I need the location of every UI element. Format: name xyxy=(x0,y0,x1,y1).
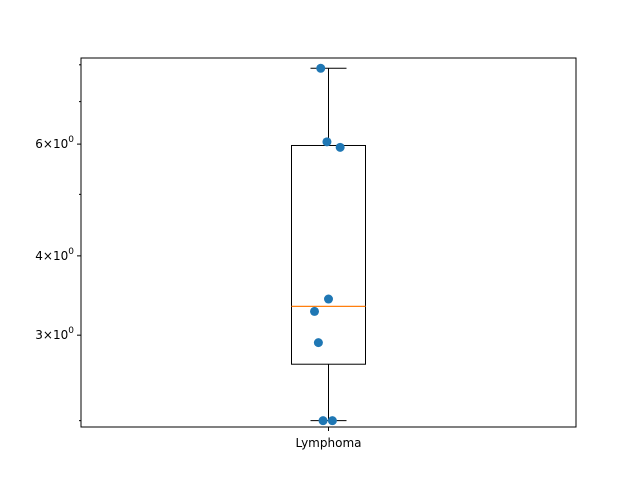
data-point xyxy=(318,416,328,426)
y-tick-label: 4×100 xyxy=(35,247,74,263)
y-tick-label: 6×100 xyxy=(35,135,74,151)
y-tick-ten: 10 xyxy=(53,137,68,151)
data-point xyxy=(310,306,320,316)
y-tick-label: 3×100 xyxy=(35,326,74,342)
y-tick-times: × xyxy=(43,328,53,342)
data-point xyxy=(316,63,326,73)
x-axis: Lymphoma xyxy=(296,427,362,450)
data-point xyxy=(327,416,337,426)
y-tick-base: 4 xyxy=(35,249,43,263)
y-tick-times: × xyxy=(43,249,53,263)
points-group xyxy=(310,63,345,426)
y-tick-base: 6 xyxy=(35,137,43,151)
x-tick-label: Lymphoma xyxy=(296,436,362,450)
y-tick-exponent: 0 xyxy=(68,247,74,257)
data-point xyxy=(335,142,345,152)
plot-frame xyxy=(80,57,577,428)
data-point xyxy=(324,294,333,304)
data-point xyxy=(322,137,332,147)
y-tick-ten: 10 xyxy=(53,249,68,263)
y-tick-exponent: 0 xyxy=(68,326,74,336)
y-tick-exponent: 0 xyxy=(68,135,74,145)
y-tick-times: × xyxy=(43,137,53,151)
data-point xyxy=(313,338,323,348)
y-tick-base: 3 xyxy=(35,328,43,342)
y-tick-ten: 10 xyxy=(53,328,68,342)
